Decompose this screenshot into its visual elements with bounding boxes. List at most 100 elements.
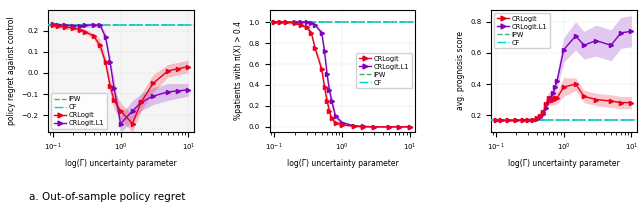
CRLogit — [617, 101, 625, 104]
CRLogit.L1 — [184, 89, 192, 91]
CRLogit — [551, 97, 559, 99]
CRLogit — [545, 97, 552, 99]
CRLogit — [298, 24, 305, 27]
CRLogit — [492, 119, 500, 122]
CRLogit.L1 — [547, 97, 555, 99]
CRLogit.L1 — [102, 36, 109, 38]
CRLogit — [497, 119, 505, 122]
CRLogit — [328, 117, 335, 120]
CRLogit — [318, 68, 326, 71]
CRLogit — [321, 86, 328, 88]
CRLogit — [560, 86, 568, 88]
Line: CRLogit: CRLogit — [272, 20, 412, 129]
CRLogit.L1 — [540, 113, 547, 115]
CRLogit — [350, 125, 358, 128]
CRLogit — [97, 44, 104, 47]
CRLogit.L1 — [553, 80, 561, 82]
CRLogit — [396, 125, 403, 128]
Legend: CRLogit, CRLogit.L1, IPW, CF: CRLogit, CRLogit.L1, IPW, CF — [494, 13, 550, 48]
CRLogit.L1 — [303, 21, 310, 23]
Line: CRLogit: CRLogit — [51, 23, 191, 126]
X-axis label: log(Γ) uncertainty parameter: log(Γ) uncertainty parameter — [287, 159, 398, 168]
Text: a. Out-of-sample policy regret: a. Out-of-sample policy regret — [29, 192, 186, 202]
CRLogit.L1 — [545, 100, 552, 102]
CRLogit — [282, 21, 290, 23]
CRLogit — [174, 68, 182, 70]
CRLogit.L1 — [318, 31, 326, 34]
CRLogit — [106, 84, 114, 87]
CRLogit — [311, 47, 319, 50]
CRLogit — [542, 103, 550, 105]
CRLogit — [69, 27, 77, 29]
CRLogit.L1 — [529, 118, 536, 121]
Line: CRLogit.L1: CRLogit.L1 — [51, 22, 191, 126]
CRLogit — [164, 69, 172, 72]
CRLogit.L1 — [560, 49, 568, 51]
CRLogit — [358, 125, 366, 128]
CRLogit — [536, 115, 544, 117]
CRLogit.L1 — [276, 21, 284, 23]
Legend: CRLogit, CRLogit.L1, IPW, CF: CRLogit, CRLogit.L1, IPW, CF — [356, 53, 412, 88]
CRLogit.L1 — [271, 21, 278, 23]
CRLogit.L1 — [358, 125, 366, 128]
CRLogit — [291, 22, 299, 24]
CRLogit — [271, 21, 278, 23]
CRLogit.L1 — [580, 44, 588, 46]
CRLogit — [129, 122, 136, 125]
CRLogit.L1 — [137, 101, 145, 104]
CRLogit.L1 — [549, 92, 557, 95]
CRLogit — [276, 21, 284, 23]
Y-axis label: %patients with π(X) > 0.4: %patients with π(X) > 0.4 — [234, 21, 243, 120]
Line: CRLogit.L1: CRLogit.L1 — [493, 29, 634, 122]
CRLogit.L1 — [533, 118, 541, 120]
CRLogit.L1 — [76, 24, 84, 27]
CRLogit.L1 — [49, 23, 56, 26]
CRLogit — [110, 99, 118, 102]
CRLogit.L1 — [386, 125, 394, 128]
X-axis label: log(Γ) uncertainty parameter: log(Γ) uncertainty parameter — [65, 159, 177, 168]
CRLogit.L1 — [551, 86, 559, 88]
CRLogit.L1 — [406, 125, 413, 128]
CRLogit — [607, 100, 615, 102]
CRLogit — [61, 26, 68, 28]
CRLogit — [137, 101, 145, 104]
CRLogit — [332, 121, 339, 124]
CRLogit.L1 — [492, 119, 500, 122]
CRLogit — [553, 97, 561, 99]
CRLogit.L1 — [90, 23, 97, 26]
CRLogit.L1 — [81, 24, 89, 27]
CRLogit.L1 — [61, 24, 68, 26]
CRLogit.L1 — [396, 125, 403, 128]
CRLogit — [524, 119, 532, 121]
CRLogit — [529, 118, 536, 121]
CRLogit.L1 — [307, 22, 315, 24]
CRLogit — [326, 110, 333, 112]
Line: CRLogit.L1: CRLogit.L1 — [272, 20, 412, 129]
CRLogit — [149, 82, 157, 85]
CRLogit.L1 — [524, 119, 532, 121]
CRLogit.L1 — [106, 61, 114, 64]
CRLogit.L1 — [607, 44, 615, 46]
CRLogit.L1 — [628, 30, 636, 33]
CRLogit.L1 — [519, 119, 527, 121]
CRLogit.L1 — [291, 21, 299, 23]
CRLogit.L1 — [536, 116, 544, 119]
CRLogit.L1 — [371, 125, 378, 128]
CRLogit — [549, 98, 557, 101]
CRLogit.L1 — [542, 107, 550, 109]
CRLogit.L1 — [328, 99, 335, 102]
CRLogit — [628, 101, 636, 104]
CRLogit — [90, 35, 97, 37]
CRLogit.L1 — [174, 90, 182, 92]
CRLogit.L1 — [164, 91, 172, 93]
CRLogit — [580, 95, 588, 98]
CRLogit.L1 — [572, 35, 579, 37]
CRLogit — [54, 25, 62, 27]
CRLogit — [572, 83, 579, 85]
CRLogit — [81, 30, 89, 33]
CRLogit.L1 — [497, 119, 505, 122]
CRLogit — [547, 98, 555, 101]
CRLogit.L1 — [110, 86, 118, 89]
CRLogit — [49, 24, 56, 27]
CRLogit — [339, 124, 346, 126]
